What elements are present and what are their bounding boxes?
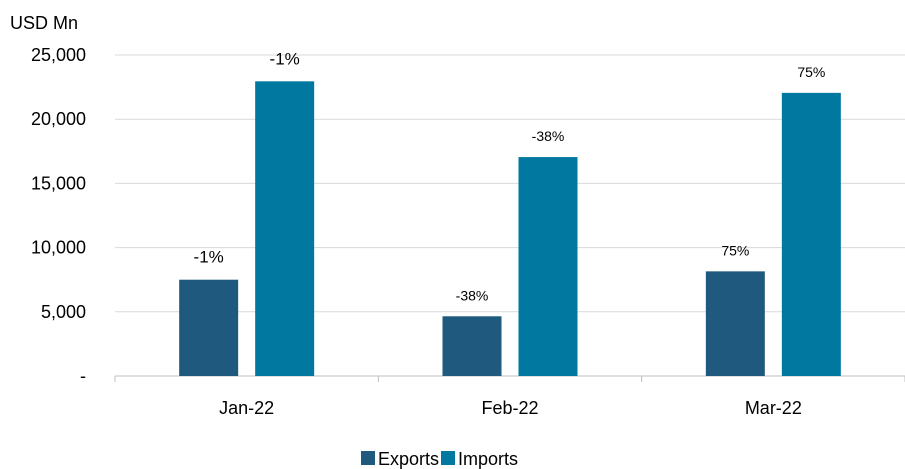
legend-swatch-exports <box>361 451 375 465</box>
data-label: -38% <box>532 128 565 144</box>
bars <box>179 81 841 377</box>
data-label: -1% <box>194 248 224 267</box>
bar-exports-feb-22 <box>442 316 502 376</box>
legend-swatch-imports <box>441 451 455 465</box>
data-label: 75% <box>721 242 749 258</box>
data-labels: -1% -1% -38% -38% 75% 75% <box>194 49 826 303</box>
x-tick-label: Mar-22 <box>745 398 802 418</box>
bar-exports-jan-22 <box>179 279 239 376</box>
data-label: -38% <box>456 287 489 303</box>
bar-imports-mar-22 <box>781 92 841 377</box>
unit-label: USD Mn <box>10 13 78 33</box>
x-tick-label: Jan-22 <box>219 398 274 418</box>
data-label: 75% <box>797 64 825 80</box>
legend-label-imports: Imports <box>458 449 518 469</box>
bar-imports-jan-22 <box>255 81 315 377</box>
y-tick-label: - <box>80 366 86 386</box>
legend: Exports Imports <box>361 449 518 469</box>
y-axis-ticks: - 5,000 10,000 15,000 20,000 25,000 <box>31 45 86 386</box>
y-tick-label: 15,000 <box>31 173 86 193</box>
bar-imports-feb-22 <box>518 157 578 376</box>
x-axis: Jan-22 Feb-22 Mar-22 <box>114 375 905 418</box>
y-tick-label: 5,000 <box>41 302 86 322</box>
x-tick-label: Feb-22 <box>481 398 538 418</box>
data-label: -1% <box>270 49 300 68</box>
y-tick-label: 25,000 <box>31 45 86 65</box>
legend-label-exports: Exports <box>378 449 439 469</box>
bar-exports-mar-22 <box>705 271 765 376</box>
y-tick-label: 20,000 <box>31 109 86 129</box>
gridlines <box>115 54 905 313</box>
y-tick-label: 10,000 <box>31 238 86 258</box>
